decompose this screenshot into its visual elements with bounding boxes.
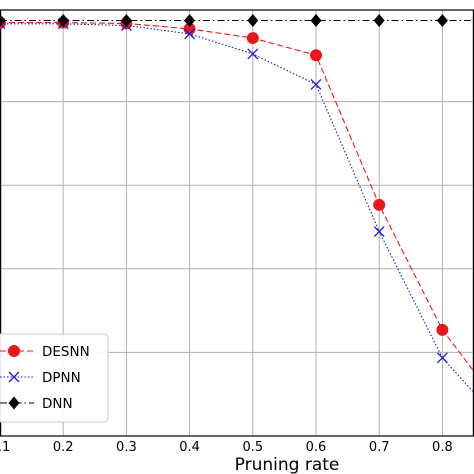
legend-label: DNN [42, 396, 73, 412]
series-dnn [0, 14, 474, 28]
x-tick-label: 0.7 [369, 440, 390, 455]
x-tick-label: 0.8 [432, 440, 453, 455]
legend-box [0, 333, 109, 423]
data-point [247, 14, 259, 28]
legend-item-dnn: DNN [0, 396, 73, 412]
data-point [436, 14, 448, 28]
data-point [120, 14, 132, 28]
x-tick-label: 0.4 [179, 440, 200, 455]
plot-frame [0, 9, 474, 437]
grid [0, 10, 474, 436]
data-point [0, 14, 6, 28]
x-tick-label: 0.5 [242, 440, 263, 455]
data-point [373, 226, 385, 238]
legend-item-desnn: DESNN [0, 344, 90, 360]
x-tick-labels: 0.1 0.2 0.3 0.4 0.5 0.6 0.7 0.8 [0, 440, 453, 455]
x-tick-label: 0.6 [306, 440, 327, 455]
data-point [373, 198, 386, 211]
data-point [310, 14, 322, 28]
x-tick-label: 0.2 [53, 440, 74, 455]
series-layer [0, 14, 474, 394]
data-point [57, 14, 69, 28]
data-point [310, 79, 322, 90]
data-point [436, 323, 449, 336]
legend-label: DPNN [42, 370, 81, 386]
legend-marker [8, 345, 20, 357]
data-point [247, 48, 259, 60]
data-point [436, 352, 448, 364]
legend-marker [8, 396, 20, 410]
legend-label: DESNN [42, 344, 90, 360]
legend-item-dpnn: DPNN [0, 370, 81, 386]
data-point [373, 14, 385, 28]
legend-marker [8, 371, 20, 383]
data-point [184, 28, 196, 40]
data-point [246, 32, 259, 45]
x-axis-label: Pruning rate [235, 455, 340, 474]
data-point [184, 14, 196, 28]
x-tick-label: 0.3 [116, 440, 137, 455]
data-point [310, 49, 322, 62]
legend: DESNN DPNN DNN [0, 333, 109, 423]
x-tick-label: 0.1 [0, 440, 10, 455]
